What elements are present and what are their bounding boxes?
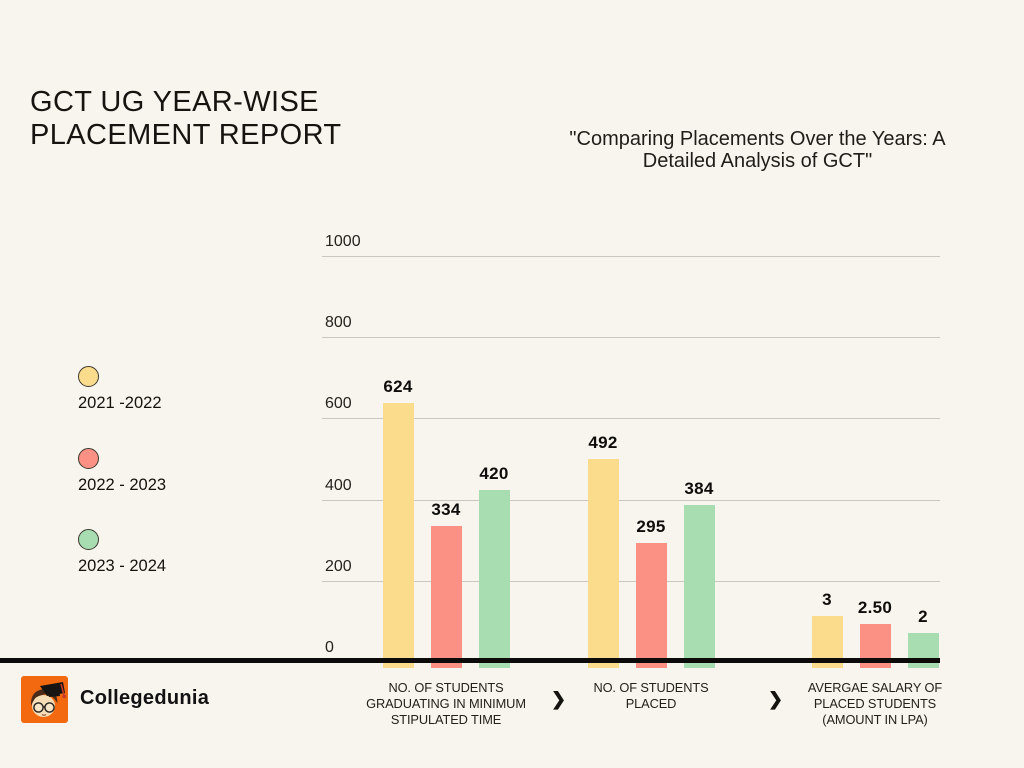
gridline bbox=[322, 499, 940, 501]
bar-value-label: 624 bbox=[383, 376, 413, 396]
category-label: AVERGAE SALARY OF PLACED STUDENTS (AMOUN… bbox=[807, 680, 943, 727]
gridline bbox=[322, 256, 940, 257]
y-tick-label: 600 bbox=[325, 395, 352, 413]
bar bbox=[382, 402, 414, 668]
category-label: NO. OF STUDENTS GRADUATING IN MINIMUM ST… bbox=[366, 680, 526, 727]
collegedunia-mascot-icon bbox=[21, 676, 68, 723]
bar bbox=[683, 504, 715, 668]
bar bbox=[430, 526, 462, 668]
bar bbox=[478, 489, 510, 668]
gridline bbox=[322, 337, 940, 339]
y-tick-label: 200 bbox=[325, 557, 352, 575]
legend-item-2023-2024: 2023 - 2024 bbox=[78, 529, 238, 576]
legend-label: 2023 - 2024 bbox=[78, 557, 167, 575]
bar-value-label: 2 bbox=[918, 607, 928, 626]
gridline bbox=[322, 580, 940, 582]
page-title: GCT UG YEAR-WISE PLACEMENT REPORT bbox=[30, 86, 342, 151]
y-tick-label: 0 bbox=[325, 639, 334, 656]
legend-item-2022-2023: 2022 - 2023 bbox=[78, 448, 238, 495]
y-tick-label: 800 bbox=[325, 314, 352, 332]
bar-value-label: 2.50 bbox=[857, 598, 893, 618]
brand-wordmark: Collegedunia bbox=[80, 687, 210, 709]
chevron-right-icon: ❯ bbox=[551, 689, 567, 709]
bar-value-label: 3 bbox=[822, 589, 832, 609]
chevron-right-icon: ❯ bbox=[768, 689, 784, 709]
bar-value-label: 420 bbox=[479, 463, 509, 483]
gridline bbox=[322, 418, 940, 420]
legend-swatch-2022-2023 bbox=[78, 448, 99, 469]
x-axis-line bbox=[0, 658, 940, 663]
legend-label: 2022 - 2023 bbox=[78, 476, 167, 494]
legend-swatch-2023-2024 bbox=[78, 529, 99, 550]
bar-value-label: 384 bbox=[684, 478, 714, 498]
y-tick-label: 1000 bbox=[325, 233, 361, 250]
bar-value-label: 334 bbox=[431, 500, 461, 520]
bar-value-label: 295 bbox=[636, 516, 666, 536]
category-label: NO. OF STUDENTS PLACED bbox=[593, 680, 709, 711]
y-tick-label: 400 bbox=[325, 476, 352, 494]
bar bbox=[635, 542, 667, 668]
bar bbox=[587, 458, 619, 668]
legend-label: 2021 -2022 bbox=[78, 394, 162, 412]
legend-item-2021-2022: 2021 -2022 bbox=[78, 366, 238, 413]
legend-swatch-2021-2022 bbox=[78, 366, 99, 387]
bar-value-label: 492 bbox=[588, 432, 618, 452]
page-subtitle: "Comparing Placements Over the Years: A … bbox=[569, 128, 946, 172]
